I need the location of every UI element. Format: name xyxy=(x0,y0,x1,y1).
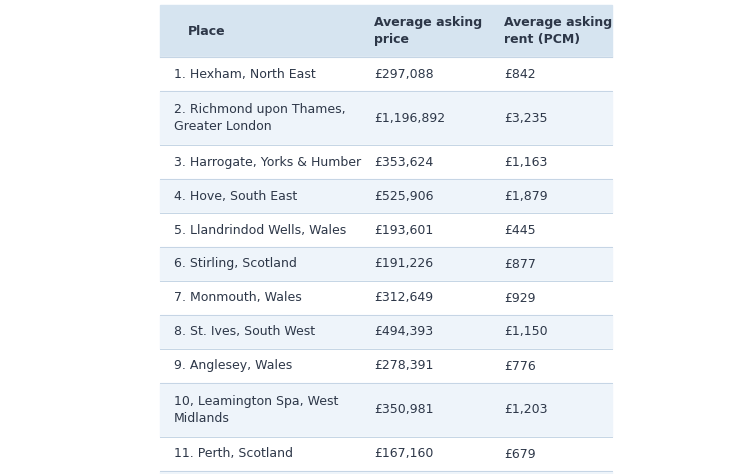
Text: £929: £929 xyxy=(504,292,536,304)
Text: 11. Perth, Scotland: 11. Perth, Scotland xyxy=(174,447,293,461)
Text: 2. Richmond upon Thames,
Greater London: 2. Richmond upon Thames, Greater London xyxy=(174,103,346,133)
Text: 3. Harrogate, Yorks & Humber: 3. Harrogate, Yorks & Humber xyxy=(174,155,362,168)
Text: £297,088: £297,088 xyxy=(374,67,434,81)
Bar xyxy=(160,281,612,315)
Text: £1,163: £1,163 xyxy=(504,155,548,168)
Text: £191,226: £191,226 xyxy=(374,257,434,271)
Bar xyxy=(160,145,612,179)
Text: £278,391: £278,391 xyxy=(374,359,434,373)
Text: £1,150: £1,150 xyxy=(504,326,548,338)
Text: 5. Llandrindod Wells, Wales: 5. Llandrindod Wells, Wales xyxy=(174,224,346,237)
Bar xyxy=(160,91,612,145)
Text: 4. Hove, South East: 4. Hove, South East xyxy=(174,190,297,202)
Text: 9. Anglesey, Wales: 9. Anglesey, Wales xyxy=(174,359,292,373)
Text: £679: £679 xyxy=(504,447,536,461)
Text: 1. Hexham, North East: 1. Hexham, North East xyxy=(174,67,316,81)
Text: £167,160: £167,160 xyxy=(374,447,434,461)
Text: £877: £877 xyxy=(504,257,536,271)
Bar xyxy=(160,471,612,474)
Text: £350,981: £350,981 xyxy=(374,403,434,417)
Bar xyxy=(160,437,612,471)
Text: £494,393: £494,393 xyxy=(374,326,434,338)
Text: £312,649: £312,649 xyxy=(374,292,434,304)
Bar xyxy=(160,57,612,91)
Bar xyxy=(160,315,612,349)
Text: £445: £445 xyxy=(504,224,536,237)
Bar xyxy=(160,213,612,247)
Text: £842: £842 xyxy=(504,67,536,81)
Bar xyxy=(160,179,612,213)
Bar xyxy=(160,247,612,281)
Text: £1,879: £1,879 xyxy=(504,190,548,202)
Text: 8. St. Ives, South West: 8. St. Ives, South West xyxy=(174,326,315,338)
Text: £776: £776 xyxy=(504,359,536,373)
Text: £3,235: £3,235 xyxy=(504,111,548,125)
Bar xyxy=(160,383,612,437)
Text: £1,203: £1,203 xyxy=(504,403,548,417)
Text: Place: Place xyxy=(188,25,226,37)
Text: Average asking
price: Average asking price xyxy=(374,16,482,46)
Text: 7. Monmouth, Wales: 7. Monmouth, Wales xyxy=(174,292,302,304)
Text: 6. Stirling, Scotland: 6. Stirling, Scotland xyxy=(174,257,297,271)
Bar xyxy=(160,349,612,383)
Text: Average asking
rent (PCM): Average asking rent (PCM) xyxy=(504,16,612,46)
Text: £1,196,892: £1,196,892 xyxy=(374,111,446,125)
Text: £353,624: £353,624 xyxy=(374,155,434,168)
Text: £525,906: £525,906 xyxy=(374,190,434,202)
Text: 10, Leamington Spa, West
Midlands: 10, Leamington Spa, West Midlands xyxy=(174,395,338,425)
Text: £193,601: £193,601 xyxy=(374,224,434,237)
Bar xyxy=(160,5,612,57)
